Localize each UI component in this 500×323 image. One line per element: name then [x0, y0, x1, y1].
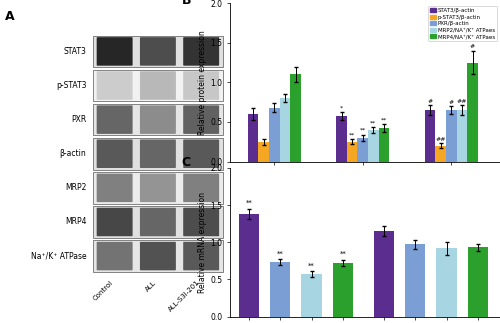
- Text: **: **: [381, 118, 387, 123]
- Text: ALL: ALL: [145, 279, 158, 292]
- Bar: [368, 130, 378, 162]
- Bar: [374, 231, 394, 317]
- Bar: [248, 114, 258, 162]
- Bar: [93, 138, 223, 170]
- Text: #: #: [470, 44, 475, 49]
- Text: ##: ##: [456, 99, 467, 104]
- Bar: [93, 104, 223, 135]
- Text: **: **: [246, 200, 252, 206]
- FancyBboxPatch shape: [140, 173, 176, 202]
- FancyBboxPatch shape: [96, 242, 132, 270]
- Bar: [269, 108, 280, 162]
- FancyBboxPatch shape: [140, 37, 176, 66]
- FancyBboxPatch shape: [96, 71, 132, 100]
- FancyBboxPatch shape: [183, 173, 219, 202]
- Bar: [93, 172, 223, 204]
- Text: Control: Control: [92, 279, 114, 301]
- Text: B: B: [182, 0, 191, 7]
- FancyBboxPatch shape: [96, 37, 132, 66]
- Bar: [468, 247, 488, 317]
- FancyBboxPatch shape: [96, 140, 132, 168]
- Text: #: #: [448, 99, 454, 105]
- Text: MRP2: MRP2: [65, 183, 86, 193]
- Bar: [436, 146, 446, 162]
- Text: **: **: [349, 133, 356, 138]
- FancyBboxPatch shape: [140, 105, 176, 134]
- Bar: [238, 214, 259, 317]
- FancyBboxPatch shape: [96, 105, 132, 134]
- FancyBboxPatch shape: [96, 208, 132, 236]
- FancyBboxPatch shape: [183, 242, 219, 270]
- Bar: [378, 128, 390, 162]
- Bar: [405, 245, 425, 317]
- Text: #: #: [428, 99, 432, 104]
- Text: **: **: [277, 250, 283, 256]
- Bar: [93, 206, 223, 238]
- Bar: [258, 142, 269, 162]
- Bar: [290, 75, 301, 162]
- FancyBboxPatch shape: [140, 140, 176, 168]
- FancyBboxPatch shape: [183, 208, 219, 236]
- Text: **: **: [340, 251, 346, 257]
- Bar: [446, 110, 456, 162]
- Bar: [93, 36, 223, 67]
- Text: C: C: [182, 156, 190, 169]
- Bar: [347, 142, 358, 162]
- Text: A: A: [5, 10, 15, 23]
- FancyBboxPatch shape: [183, 37, 219, 66]
- FancyBboxPatch shape: [183, 105, 219, 134]
- Bar: [93, 70, 223, 101]
- FancyBboxPatch shape: [183, 140, 219, 168]
- Text: **: **: [370, 120, 376, 125]
- Text: *: *: [340, 106, 343, 111]
- Bar: [425, 110, 436, 162]
- Text: PXR: PXR: [71, 115, 86, 124]
- Text: β-actin: β-actin: [60, 149, 86, 158]
- FancyBboxPatch shape: [140, 71, 176, 100]
- Text: ##: ##: [436, 137, 446, 142]
- Bar: [336, 116, 347, 162]
- Bar: [333, 263, 353, 317]
- FancyBboxPatch shape: [183, 71, 219, 100]
- Text: MRP4: MRP4: [65, 217, 86, 226]
- Y-axis label: Relative mRNA expression: Relative mRNA expression: [198, 192, 207, 293]
- Text: **: **: [360, 128, 366, 133]
- Text: STAT3: STAT3: [64, 47, 86, 56]
- Bar: [358, 138, 368, 162]
- Text: p-STAT3: p-STAT3: [56, 81, 86, 90]
- Bar: [467, 63, 478, 162]
- Y-axis label: Relative protein expression: Relative protein expression: [198, 30, 207, 135]
- Text: **: **: [308, 262, 315, 268]
- Bar: [280, 98, 290, 162]
- Legend: STAT3/β-actin, p-STAT3/β-actin, PXR/β-actin, MRP2/NA⁺/K⁺ ATPaes, MRP4/NA⁺/K⁺ ATP: STAT3/β-actin, p-STAT3/β-actin, PXR/β-ac…: [428, 6, 497, 41]
- Text: ALL-S3I-201: ALL-S3I-201: [168, 279, 201, 313]
- Bar: [436, 248, 457, 317]
- Bar: [93, 240, 223, 272]
- FancyBboxPatch shape: [140, 208, 176, 236]
- Text: Na⁺/K⁺ ATPase: Na⁺/K⁺ ATPase: [31, 252, 86, 261]
- FancyBboxPatch shape: [96, 173, 132, 202]
- FancyBboxPatch shape: [140, 242, 176, 270]
- Bar: [270, 262, 290, 317]
- Bar: [302, 274, 322, 317]
- Bar: [456, 110, 467, 162]
